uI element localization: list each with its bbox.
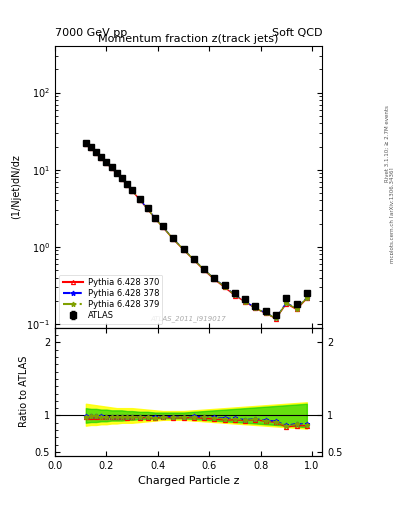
Legend: Pythia 6.428 370, Pythia 6.428 378, Pythia 6.428 379, ATLAS: Pythia 6.428 370, Pythia 6.428 378, Pyth… bbox=[59, 274, 162, 324]
Y-axis label: (1/Njet)dN/dz: (1/Njet)dN/dz bbox=[11, 155, 21, 219]
X-axis label: Charged Particle z: Charged Particle z bbox=[138, 476, 239, 486]
Text: Rivet 3.1.10; ≥ 2.7M events: Rivet 3.1.10; ≥ 2.7M events bbox=[385, 105, 389, 182]
Text: Soft QCD: Soft QCD bbox=[272, 28, 322, 38]
Text: mcplots.cern.ch [arXiv:1306.3436]: mcplots.cern.ch [arXiv:1306.3436] bbox=[390, 167, 393, 263]
Text: ATLAS_2011_I919017: ATLAS_2011_I919017 bbox=[151, 315, 226, 322]
Y-axis label: Ratio to ATLAS: Ratio to ATLAS bbox=[19, 356, 29, 428]
Text: 7000 GeV pp: 7000 GeV pp bbox=[55, 28, 127, 38]
Title: Momentum fraction z(track jets): Momentum fraction z(track jets) bbox=[99, 34, 279, 44]
